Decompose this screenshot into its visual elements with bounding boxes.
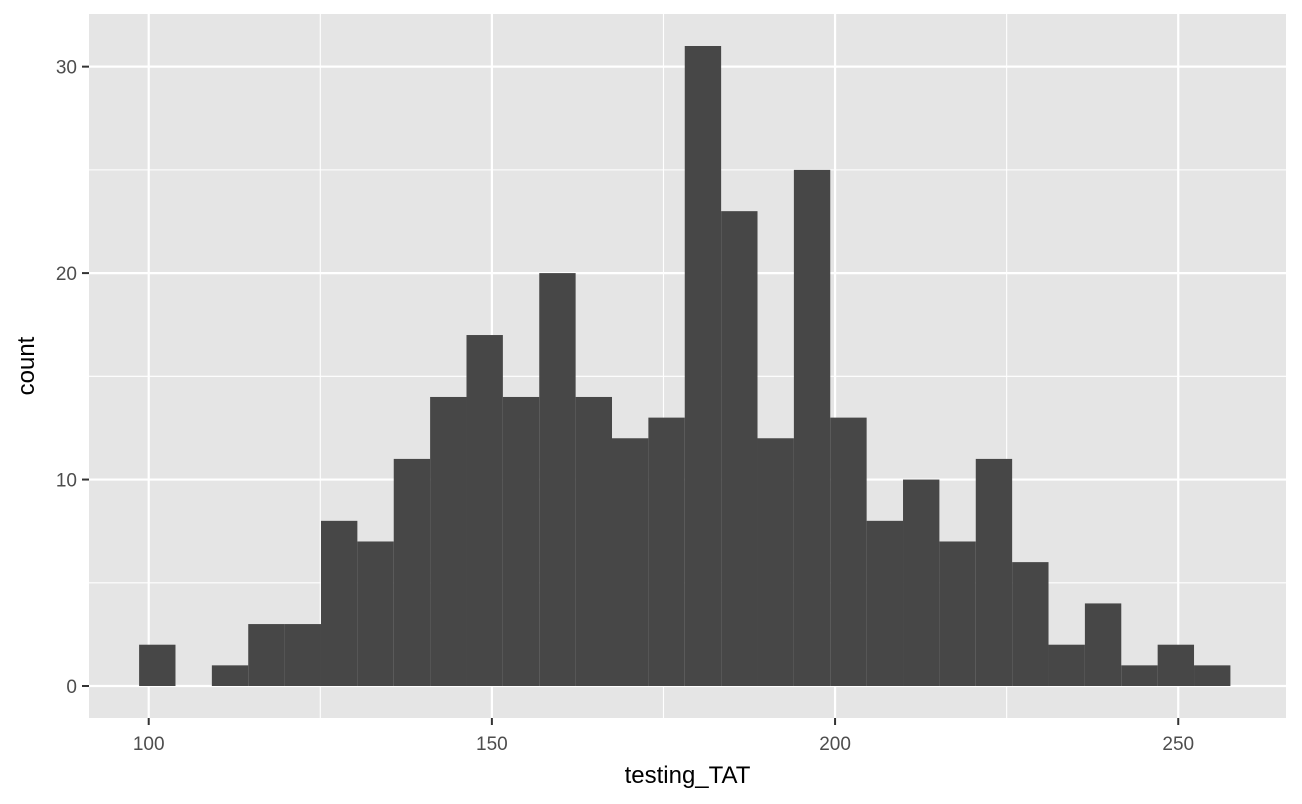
histogram-bar [612,438,649,686]
histogram-bar [1194,665,1231,686]
histogram-bar [1084,603,1122,686]
histogram-bar [939,541,976,686]
histogram-bar [975,458,1013,686]
histogram-bar [430,396,467,686]
histogram-bar [539,273,576,686]
x-axis: 100 150 200 250 [133,718,1194,755]
histogram-bar [502,396,540,686]
y-tick-label: 10 [56,471,77,492]
y-tick-label: 20 [56,264,77,285]
x-axis-title: testing_TAT [625,762,751,789]
histogram-bar [320,520,358,686]
x-tick-label: 100 [133,734,165,755]
x-tick-label: 150 [476,734,508,755]
histogram-bar [793,169,831,686]
histogram-bar [903,479,940,686]
histogram-bar [866,520,904,686]
y-tick-label: 30 [56,58,77,79]
y-axis: 0 10 20 30 [56,58,89,698]
histogram-bar [284,624,321,686]
histogram-bar [1048,644,1085,686]
y-tick-label: 0 [66,677,77,698]
histogram-bar [721,211,758,686]
histogram-bar [757,438,794,686]
y-axis-title: count [13,336,40,395]
histogram-bar [830,417,867,686]
histogram-bar [139,644,176,686]
bars [139,46,1231,686]
histogram-bar [1157,644,1195,686]
histogram-bar [1121,665,1158,686]
histogram-bar [466,335,503,686]
histogram-bar [648,417,685,686]
histogram-bar [575,396,613,686]
histogram-bar [357,541,394,686]
x-tick-label: 250 [1162,734,1194,755]
histogram-bar [211,665,249,686]
histogram-bar [684,46,722,686]
x-tick-label: 200 [819,734,851,755]
histogram-bar [248,624,285,686]
histogram-bar [1012,562,1049,686]
histogram-bar [393,458,431,686]
